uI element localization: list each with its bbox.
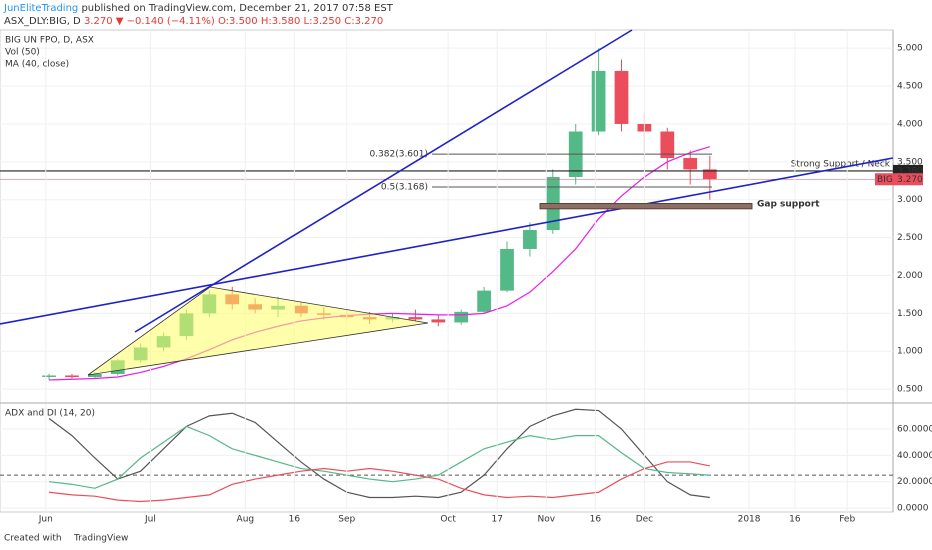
y-tick-label: 1.000: [897, 347, 923, 357]
y-tick-label: 3.000: [897, 195, 923, 205]
last-name-box: [875, 173, 893, 186]
candle-body: [500, 248, 514, 291]
trend-line: [134, 29, 633, 333]
x-tick-label: 16: [590, 515, 602, 525]
published: published on TradingView.com, December 2…: [81, 3, 393, 14]
x-tick-label: 17: [491, 515, 502, 525]
y-tick-label: 1.500: [897, 309, 923, 319]
y-tick-label: 60.0000: [897, 425, 932, 435]
candle-body: [660, 131, 675, 159]
candle-body: [42, 375, 56, 377]
last-value: 3.270: [897, 175, 923, 185]
x-tick-label: Oct: [440, 515, 456, 525]
symbol: ASX_DLY:BIG, D: [4, 16, 81, 27]
series-line: [49, 146, 710, 381]
x-tick-label: Jul: [144, 515, 156, 525]
footer-created: Created with: [4, 534, 62, 544]
fib-label: 0.382(3.601): [369, 150, 428, 160]
header-line: JunEliteTrading published on TradingView…: [3, 3, 394, 14]
ma-label: MA (40, close): [5, 60, 69, 70]
x-tick-label: Jun: [38, 515, 53, 525]
neck-label: Strong Support / Neck: [791, 159, 891, 169]
y-tick-label: 5.000: [897, 44, 923, 54]
x-tick-label: 16: [289, 515, 301, 525]
candle-body: [87, 373, 102, 377]
trend-line: [0, 157, 894, 325]
y-tick-label: 4.000: [897, 119, 923, 129]
author: JunEliteTrading: [3, 3, 78, 14]
gap-zone: [539, 202, 753, 210]
plot: 0.382(3.601) 0.5(3.168) Strong Support / N…: [0, 30, 893, 512]
last-box: [893, 173, 923, 186]
indicator-label: Vol (50): [5, 48, 40, 58]
candle-body: [683, 158, 698, 170]
x-tick-label: 2018: [738, 515, 761, 525]
series-line: [48, 461, 710, 503]
footer-brand: TradingView: [73, 534, 128, 544]
symbol-line: ASX_DLY:BIG, D 3.270 ▼ −0.140 (−4.11%) O…: [4, 16, 383, 27]
candle-body: [454, 311, 469, 323]
candle-body: [408, 317, 423, 320]
neck-value: 3.380: [897, 166, 923, 176]
y-tick-label: 0.0000: [897, 504, 929, 514]
candle-body: [591, 70, 606, 132]
x-tick-label: Nov: [537, 515, 555, 525]
x-tick-label: Aug: [237, 515, 255, 525]
change: ▼ −0.140 (−4.11%): [116, 16, 215, 27]
x-tick-label: Feb: [839, 515, 855, 525]
y-tick-label: 3.500: [897, 157, 923, 167]
y-tick-label: 0.500: [897, 385, 923, 395]
last: 3.270: [84, 16, 113, 27]
candle-body: [614, 70, 629, 124]
price-title: BIG UN FPO, D, ASX: [5, 36, 94, 46]
series-line: [48, 425, 710, 489]
series-line: [48, 408, 710, 499]
candle-body: [523, 230, 537, 249]
y-tick-label: 2.000: [897, 271, 923, 281]
candle-body: [431, 319, 446, 323]
gap-label: Gap support: [757, 200, 820, 210]
ohlc: O:3.500 H:3.580 L:3.250 C:3.270: [218, 16, 383, 27]
candle-body: [477, 290, 491, 312]
adx-title: ADX and DI (14, 20): [5, 409, 95, 419]
triangle-pattern: [87, 286, 429, 376]
fib-label: 0.5(3.168): [381, 182, 428, 192]
y-tick-label: 2.500: [897, 233, 923, 243]
candle-body: [65, 375, 79, 377]
last-name: BIG: [877, 175, 893, 185]
y-tick-label: 4.500: [897, 82, 923, 92]
x-tick-label: 16: [789, 515, 801, 525]
x-tick-label: Dec: [636, 515, 653, 525]
x-tick-label: Sep: [338, 515, 355, 525]
y-tick-label: 40.0000: [897, 451, 932, 461]
candle-body: [702, 169, 717, 180]
y-tick-label: 20.0000: [897, 477, 932, 487]
